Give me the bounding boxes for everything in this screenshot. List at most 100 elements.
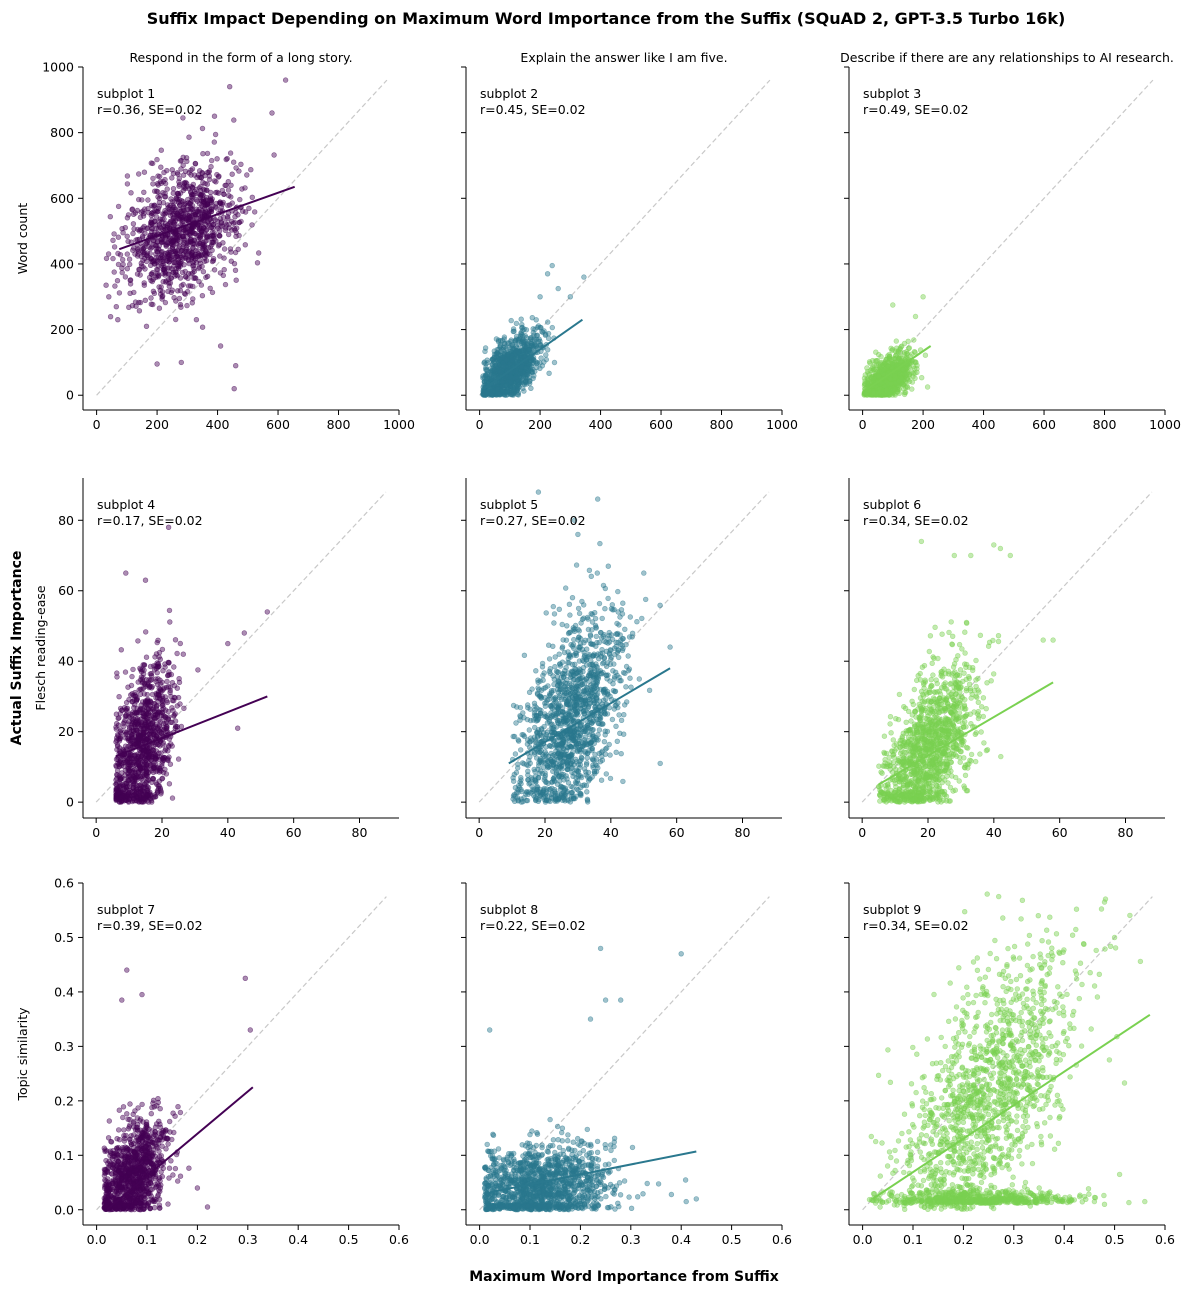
scatter-point: [188, 271, 194, 277]
scatter-point: [862, 372, 868, 378]
scatter-point: [613, 723, 619, 729]
scatter-point: [162, 694, 169, 700]
figure-xlabel: Maximum Word Importance from Suffix: [469, 1269, 778, 1285]
scatter-point: [491, 348, 497, 354]
scatter-point: [210, 239, 216, 245]
scatter-point: [148, 219, 154, 226]
scatter-point: [909, 369, 915, 375]
scatter-point: [566, 601, 573, 607]
scatter-point: [620, 600, 626, 606]
scatter-point: [601, 738, 608, 745]
x-tick-label: 40: [220, 825, 236, 840]
scatter-point: [143, 629, 149, 635]
scatter-point: [136, 171, 142, 177]
scatter-point: [177, 213, 184, 220]
scatter-point: [149, 691, 156, 698]
scatter-point: [202, 210, 208, 216]
scatter-point: [544, 319, 551, 325]
scatter-point: [126, 256, 133, 262]
scatter-point: [142, 703, 148, 710]
scatter-point: [208, 209, 215, 215]
scatter-point: [493, 336, 500, 342]
scatter-point: [159, 216, 165, 223]
scatter-point: [248, 167, 254, 173]
scatter-point: [153, 225, 159, 232]
scatter-point: [177, 199, 183, 205]
scatter-point: [160, 223, 167, 229]
scatter-point: [146, 244, 153, 250]
scatter-point: [138, 260, 145, 266]
scatter-point: [573, 562, 580, 568]
y-tick-label: 0: [66, 795, 74, 810]
scatter-point: [912, 375, 918, 381]
scatter-point: [130, 221, 137, 227]
scatter-point: [177, 287, 184, 294]
scatter-point: [495, 386, 501, 392]
figure-title: Suffix Impact Depending on Maximum Word …: [147, 9, 1066, 28]
scatter-point: [117, 774, 123, 780]
scatter-point: [142, 297, 149, 303]
scatter-point: [513, 368, 519, 374]
scatter-point: [186, 134, 192, 140]
scatter-point: [154, 267, 161, 273]
scatter-point: [199, 202, 205, 209]
scatter-point: [585, 616, 591, 622]
scatter-point: [598, 777, 605, 783]
scatter-point: [240, 208, 246, 214]
scatter-point: [237, 196, 243, 203]
scatter-point: [543, 356, 549, 363]
scatter-point: [166, 283, 173, 289]
scatter-point: [171, 664, 177, 670]
scatter-point: [197, 233, 204, 240]
scatter-point: [139, 248, 146, 255]
scatter-point: [143, 715, 150, 721]
scatter-point: [181, 227, 188, 234]
scatter-point: [127, 281, 134, 287]
scatter-point: [131, 289, 137, 296]
scatter-point: [489, 375, 495, 381]
scatter-point: [191, 241, 198, 247]
scatter-point: [158, 750, 164, 756]
scatter-point: [198, 192, 204, 199]
scatter-point: [896, 390, 902, 397]
scatter-point: [498, 348, 504, 354]
subplot-stat: r=0.45, SE=0.02: [480, 102, 586, 117]
scatter-point: [147, 677, 154, 684]
scatter-point: [211, 139, 218, 145]
scatter-point: [215, 190, 222, 196]
scatter-point: [153, 780, 159, 786]
x-tick-label: 1000: [383, 417, 415, 432]
scatter-point: [168, 275, 174, 281]
scatter-point: [155, 189, 161, 195]
scatter-point: [212, 217, 218, 223]
scatter-point: [239, 186, 245, 192]
scatter-point: [523, 365, 529, 371]
scatter-point: [912, 313, 919, 320]
scatter-point: [161, 713, 167, 719]
scatter-points-4: [113, 524, 270, 805]
scatter-point: [235, 246, 241, 253]
scatter-point: [511, 328, 517, 334]
scatter-point: [520, 347, 526, 353]
scatter-point: [181, 290, 188, 297]
scatter-point: [124, 215, 131, 221]
scatter-point: [179, 218, 186, 225]
scatter-point: [233, 233, 239, 240]
scatter-point: [103, 282, 109, 288]
scatter-point: [627, 675, 633, 681]
scatter-point: [190, 283, 196, 290]
scatter-point: [137, 691, 144, 697]
scatter-point: [111, 244, 118, 250]
scatter-point: [200, 269, 207, 275]
scatter-point: [207, 197, 213, 204]
scatter-point: [142, 708, 148, 715]
scatter-point: [530, 344, 536, 350]
scatter-point: [555, 285, 561, 292]
scatter-point: [238, 161, 244, 168]
scatter-point: [891, 391, 898, 397]
scatter-point: [211, 113, 218, 119]
scatter-point: [242, 242, 249, 248]
scatter-point: [507, 380, 513, 386]
scatter-point: [115, 261, 122, 268]
